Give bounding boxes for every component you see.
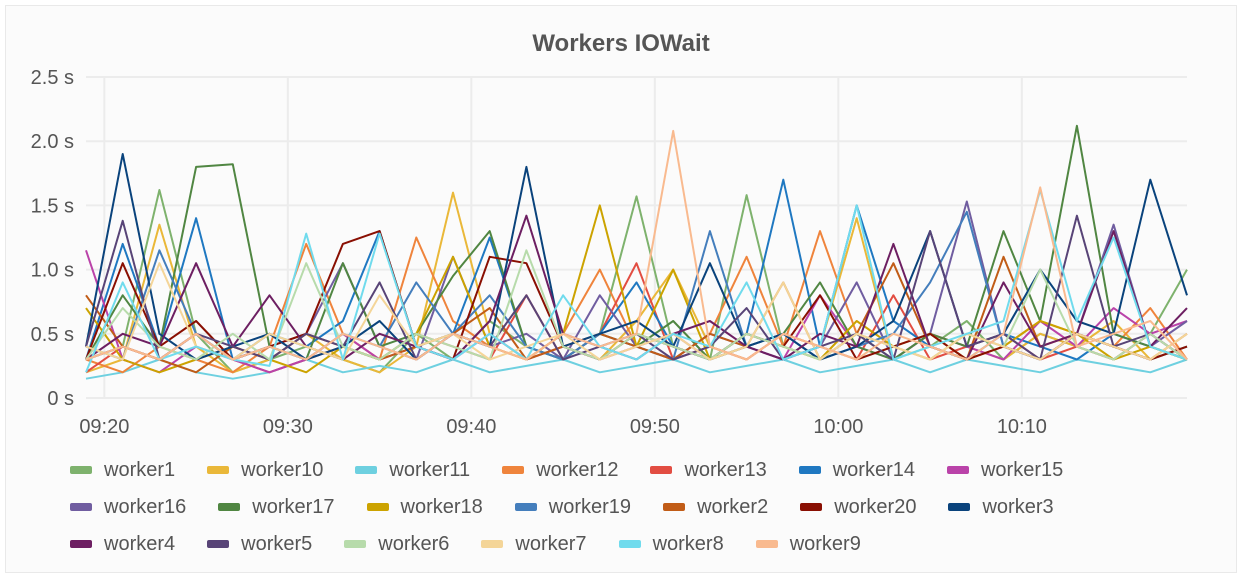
legend-item-worker9[interactable]: worker9 bbox=[755, 530, 861, 558]
legend-item-worker17[interactable]: worker17 bbox=[218, 493, 335, 521]
legend-swatch bbox=[70, 540, 92, 548]
legend-label: worker10 bbox=[241, 458, 324, 481]
legend-label: worker9 bbox=[789, 532, 861, 555]
legend-swatch bbox=[70, 503, 92, 511]
legend-swatch bbox=[344, 540, 367, 548]
legend-swatch bbox=[618, 540, 641, 548]
legend-swatch bbox=[502, 466, 525, 474]
x-tick-label: 10:10 bbox=[997, 416, 1047, 438]
panel-title: Workers IOWait bbox=[532, 30, 710, 57]
x-tick-label: 09:40 bbox=[446, 416, 496, 438]
legend-item-worker18[interactable]: worker18 bbox=[366, 493, 483, 521]
legend: worker1 worker10 worker11 worker12 worker13 w… bbox=[70, 456, 1145, 558]
legend-item-worker20[interactable]: worker20 bbox=[800, 493, 916, 521]
legend-swatch bbox=[366, 503, 389, 511]
legend-label: worker16 bbox=[104, 495, 187, 518]
legend-item-worker11[interactable]: worker11 bbox=[355, 456, 470, 484]
legend-label: worker18 bbox=[400, 495, 483, 518]
legend-item-worker12[interactable]: worker12 bbox=[502, 456, 618, 484]
legend-item-worker3[interactable]: worker3 bbox=[948, 493, 1054, 521]
legend-item-worker7[interactable]: worker7 bbox=[481, 530, 587, 558]
series-line-worker9 bbox=[85, 129, 1188, 361]
legend-swatch bbox=[755, 540, 778, 548]
legend-swatch bbox=[70, 466, 92, 474]
legend-label: worker12 bbox=[536, 458, 619, 481]
y-tick-label: 0.5 s bbox=[31, 324, 74, 346]
legend-item-worker15[interactable]: worker15 bbox=[946, 456, 1064, 484]
legend-swatch bbox=[355, 466, 378, 474]
legend-item-worker13[interactable]: worker13 bbox=[650, 456, 767, 484]
legend-label: worker20 bbox=[834, 495, 917, 518]
series-line-worker8 bbox=[85, 189, 1188, 373]
legend-item-worker14[interactable]: worker14 bbox=[798, 456, 915, 484]
legend-label: worker1 bbox=[104, 458, 176, 481]
x-tick-label: 10:00 bbox=[813, 416, 863, 438]
legend-label: worker15 bbox=[980, 458, 1064, 481]
legend-item-worker16[interactable]: worker16 bbox=[70, 493, 186, 521]
legend-label: worker17 bbox=[252, 495, 335, 518]
legend-label: worker6 bbox=[378, 532, 450, 555]
legend-label: worker13 bbox=[684, 458, 767, 481]
legend-label: worker4 bbox=[104, 532, 176, 555]
legend-item-worker6[interactable]: worker6 bbox=[344, 530, 449, 558]
legend-swatch bbox=[948, 503, 971, 511]
legend-label: worker14 bbox=[832, 458, 915, 481]
x-tick-label: 09:30 bbox=[263, 416, 313, 438]
x-tick-label: 09:20 bbox=[79, 416, 129, 438]
legend-item-worker1[interactable]: worker1 bbox=[70, 456, 175, 484]
legend-item-worker10[interactable]: worker10 bbox=[207, 456, 323, 484]
legend-item-worker5[interactable]: worker5 bbox=[207, 530, 312, 558]
legend-label: worker19 bbox=[548, 495, 632, 518]
legend-item-worker2[interactable]: worker2 bbox=[663, 493, 768, 521]
legend-item-worker19[interactable]: worker19 bbox=[514, 493, 632, 521]
y-tick-label: 2.0 s bbox=[31, 131, 74, 153]
legend-swatch bbox=[207, 540, 230, 548]
y-tick-label: 0 s bbox=[47, 388, 74, 410]
legend-label: worker3 bbox=[982, 495, 1054, 518]
y-tick-label: 1.0 s bbox=[31, 260, 74, 282]
legend-item-worker4[interactable]: worker4 bbox=[70, 530, 175, 558]
y-tick-label: 2.5 s bbox=[31, 67, 74, 89]
legend-label: worker2 bbox=[697, 495, 769, 518]
series-line-worker7 bbox=[85, 262, 1188, 361]
legend-swatch bbox=[514, 503, 537, 511]
y-tick-label: 1.5 s bbox=[31, 195, 74, 217]
legend-swatch bbox=[946, 466, 969, 474]
legend-swatch bbox=[800, 503, 823, 511]
legend-item-worker8[interactable]: worker8 bbox=[618, 530, 724, 558]
legend-swatch bbox=[663, 503, 686, 511]
legend-swatch bbox=[650, 466, 673, 474]
x-tick-label: 09:50 bbox=[630, 416, 680, 438]
legend-swatch bbox=[218, 503, 241, 511]
legend-label: worker5 bbox=[241, 532, 313, 555]
legend-label: worker8 bbox=[652, 532, 724, 555]
legend-swatch bbox=[798, 466, 821, 474]
legend-swatch bbox=[207, 466, 230, 474]
legend-label: worker11 bbox=[389, 458, 471, 481]
legend-swatch bbox=[481, 540, 504, 548]
legend-label: worker7 bbox=[515, 532, 587, 555]
